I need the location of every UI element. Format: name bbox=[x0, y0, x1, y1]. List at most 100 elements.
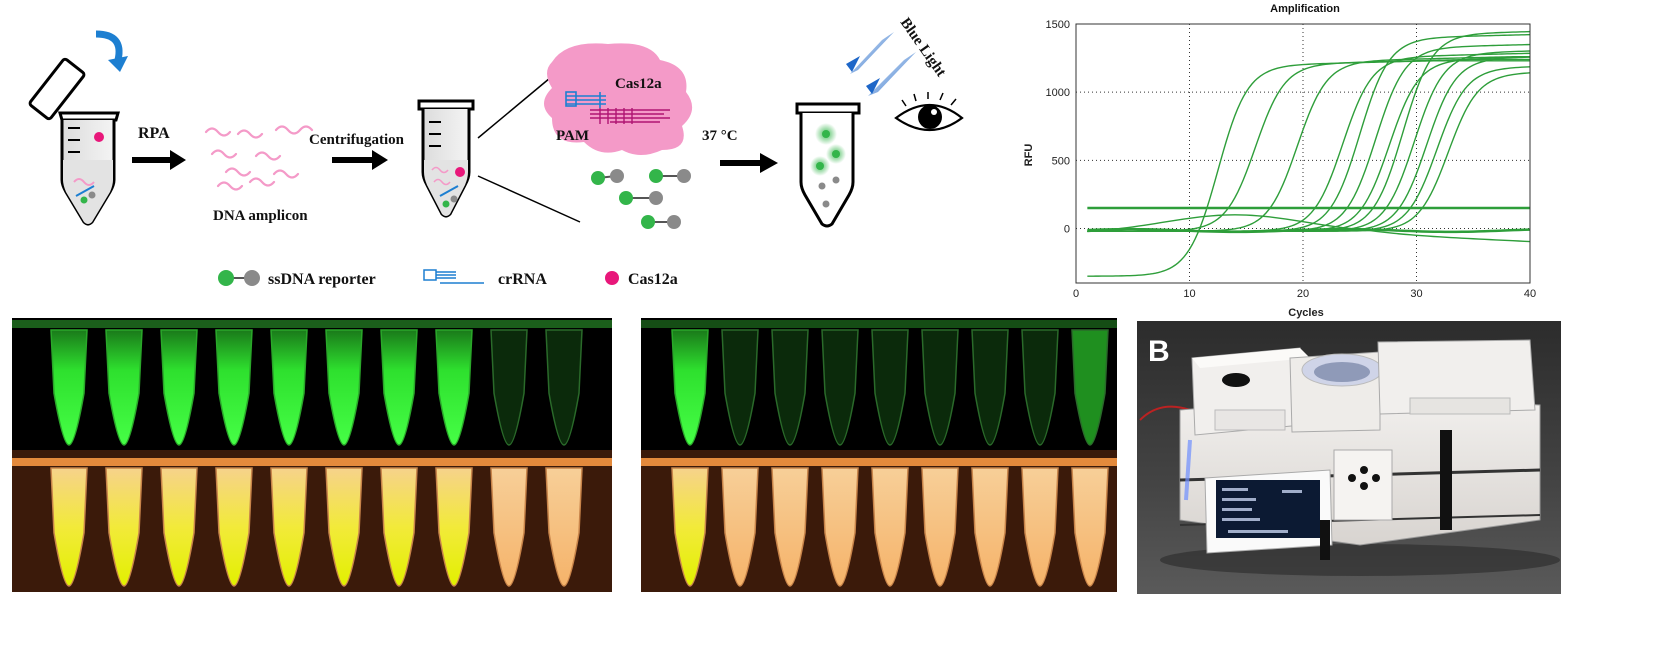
tube-orange-negative bbox=[771, 467, 809, 587]
tube-yellow-positive bbox=[380, 467, 418, 587]
pam-label: PAM bbox=[556, 128, 589, 144]
chart-x-tick-label: 20 bbox=[1297, 288, 1309, 300]
chart-plot-frame bbox=[1075, 23, 1531, 284]
tube-orange-negative bbox=[1021, 467, 1059, 587]
chart-negative-series bbox=[1087, 214, 1531, 243]
tube-green-negative bbox=[921, 329, 959, 446]
amplification-chart: Amplification Cycles RFU 0 10 20 30 40 0 500 10… bbox=[1023, 3, 1536, 319]
glowing-detection-tube bbox=[795, 102, 861, 228]
legend-cas12a: Cas12a bbox=[605, 271, 678, 288]
tube-orange-negative bbox=[871, 467, 909, 587]
tube-green-positive bbox=[105, 329, 143, 446]
assay-schematic: RPA DNA amplicon Centrifugation bbox=[28, 15, 964, 288]
dna-amplicon-label: DNA amplicon bbox=[213, 208, 308, 224]
chart-y-tick-label: 1500 bbox=[1046, 19, 1070, 31]
zoom-line-bottom bbox=[477, 175, 581, 223]
centrifugation-label: Centrifugation bbox=[309, 132, 405, 148]
tube-photo-right bbox=[641, 318, 1117, 592]
chart-series-line bbox=[1087, 56, 1530, 232]
dna-amplicon-squiggles bbox=[204, 125, 314, 191]
sample-tube-open bbox=[28, 30, 128, 226]
tube-photo-right-tubes bbox=[641, 320, 1117, 587]
chart-series-line bbox=[1087, 43, 1531, 232]
tube-green-positive bbox=[50, 329, 88, 446]
tube-green-negative bbox=[721, 329, 759, 446]
tube-yellow-positive bbox=[325, 467, 363, 587]
tube-green-positive bbox=[215, 329, 253, 446]
cas12a-complex-label: Cas12a bbox=[615, 76, 662, 92]
chart-y-tick-label: 1000 bbox=[1046, 87, 1070, 99]
tube-green-positive bbox=[671, 329, 709, 446]
tube-green-positive bbox=[270, 329, 308, 446]
legend-reporter-label: ssDNA reporter bbox=[268, 271, 376, 288]
chart-series-line bbox=[1087, 52, 1531, 232]
tube-rack-rim-bottom bbox=[641, 458, 1117, 466]
tube-green-positive bbox=[160, 329, 198, 446]
tube-orange-negative bbox=[921, 467, 959, 587]
tube-green-negative bbox=[821, 329, 859, 446]
legend-cas12a-label: Cas12a bbox=[628, 271, 678, 288]
chart-series-line bbox=[1087, 30, 1531, 232]
panel-b-label: B bbox=[1148, 335, 1170, 368]
chart-curves bbox=[1087, 30, 1531, 277]
tube-green-negative bbox=[545, 329, 583, 446]
chart-x-tick-label: 0 bbox=[1073, 288, 1079, 300]
centrifuged-tube bbox=[417, 99, 475, 218]
tube-orange-negative bbox=[721, 467, 759, 587]
arrow-rpa bbox=[132, 150, 186, 170]
tube-yellow-positive bbox=[671, 467, 709, 587]
chart-x-tick-label: 40 bbox=[1524, 288, 1536, 300]
tube-green-negative bbox=[490, 329, 528, 446]
free-ssdna-reporters bbox=[591, 169, 691, 229]
chart-series-line bbox=[1087, 56, 1531, 232]
chart-x-tick-label: 10 bbox=[1183, 288, 1195, 300]
tube-yellow-positive bbox=[105, 467, 143, 587]
temperature-label: 37 °C bbox=[702, 128, 738, 144]
tube-orange-negative bbox=[1071, 467, 1109, 587]
chart-series-line bbox=[1087, 72, 1531, 232]
chart-series-line bbox=[1087, 66, 1531, 232]
chart-y-tick-label: 0 bbox=[1064, 223, 1070, 235]
tube-rack-rim-top bbox=[641, 320, 1117, 328]
chart-title: Amplification bbox=[1270, 3, 1340, 15]
tube-green-negative bbox=[971, 329, 1009, 446]
chart-series-line bbox=[1087, 60, 1530, 277]
chart-y-tick-label: 500 bbox=[1052, 155, 1070, 167]
tube-orange-negative bbox=[490, 467, 528, 587]
arrow-incubation bbox=[720, 153, 778, 173]
chart-series-line bbox=[1087, 56, 1531, 232]
tube-rack-rim-top bbox=[12, 320, 612, 328]
rpa-label: RPA bbox=[138, 125, 170, 142]
tube-green-weak bbox=[1071, 329, 1109, 446]
blue-light-beams bbox=[846, 32, 916, 96]
legend-crrna-label: crRNA bbox=[498, 271, 547, 288]
chart-series-line bbox=[1087, 58, 1530, 232]
tube-yellow-positive bbox=[160, 467, 198, 587]
zoom-line-top bbox=[477, 77, 551, 139]
tube-green-positive bbox=[325, 329, 363, 446]
chart-y-axis-label: RFU bbox=[1023, 144, 1035, 167]
legend-reporter: ssDNA reporter bbox=[218, 270, 376, 288]
tube-orange-negative bbox=[821, 467, 859, 587]
eye-icon bbox=[894, 92, 964, 131]
tube-green-positive bbox=[380, 329, 418, 446]
tube-yellow-positive bbox=[435, 467, 473, 587]
chart-grid bbox=[1076, 24, 1530, 283]
tube-green-negative bbox=[871, 329, 909, 446]
legend-crrna: crRNA bbox=[423, 269, 547, 288]
tube-green-negative bbox=[1021, 329, 1059, 446]
tube-orange-negative bbox=[545, 467, 583, 587]
tube-rack-rim-bottom bbox=[12, 458, 612, 466]
chart-x-axis-label: Cycles bbox=[1288, 307, 1323, 319]
chart-series-line bbox=[1087, 50, 1531, 232]
tube-orange-negative bbox=[971, 467, 1009, 587]
tube-yellow-positive bbox=[270, 467, 308, 587]
arrow-centrifugation bbox=[332, 150, 388, 170]
chart-ticks: 0 10 20 30 40 0 500 1000 1500 bbox=[1046, 19, 1537, 300]
chart-x-tick-label: 30 bbox=[1410, 288, 1422, 300]
device-photo: B bbox=[1137, 321, 1561, 594]
tube-yellow-positive bbox=[50, 467, 88, 587]
blue-light-label: Blue Light bbox=[897, 15, 949, 80]
tube-yellow-positive bbox=[215, 467, 253, 587]
